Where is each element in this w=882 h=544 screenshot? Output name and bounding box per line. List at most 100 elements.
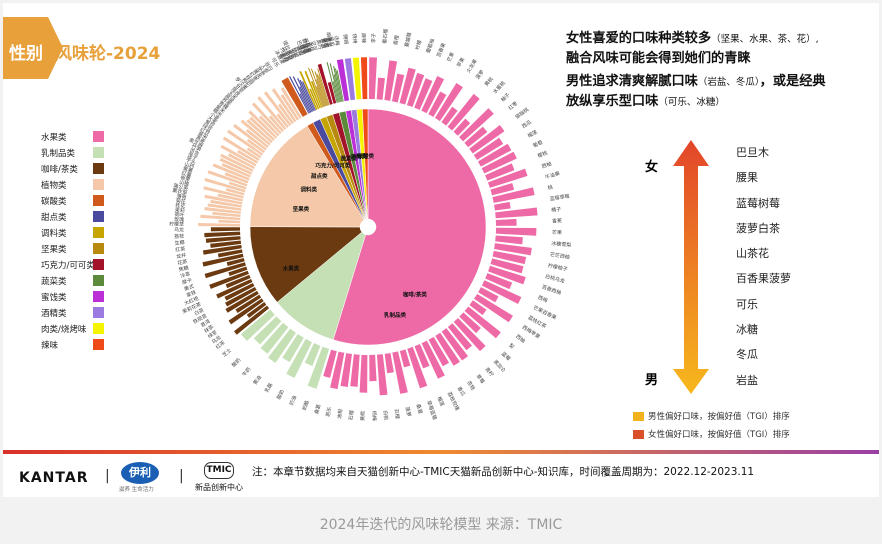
wheel-flavor-bar <box>209 270 249 289</box>
wheel-flavor-bar <box>316 73 328 106</box>
wheel-flavor-bar <box>495 227 537 236</box>
wheel-flavor-bar <box>317 68 330 106</box>
wheel-flavor-bar <box>299 93 311 114</box>
wheel-flavor-label: 梨 <box>507 342 515 351</box>
wheel-flavor-label: 腰果 <box>298 44 307 55</box>
wheel-flavor-label: 当归 <box>263 60 274 72</box>
legend-label: 咖啡/茶类 <box>41 165 78 175</box>
wheel-flavor-label: 蓝莓草莓 <box>549 193 570 203</box>
wheel-flavor-label: 冷萃 <box>180 271 191 280</box>
wheel-flavor-bar <box>282 334 304 363</box>
wheel-flavor-label: 竹笋 <box>190 143 202 154</box>
wheel-flavor-label: 香蕉 <box>552 217 562 224</box>
wheel-flavor-label: 紫薯 <box>182 165 194 175</box>
headline-female-main2: 融合风味可能会得到她们的青睐 <box>566 51 751 66</box>
wheel-flavor-label: 西瓜 <box>521 119 533 129</box>
wheel-flavor-label: 大麦 <box>206 114 218 125</box>
wheel-flavor-label: 玉米 <box>323 37 332 48</box>
headline-male-main3: 放纵享乐型口味 <box>566 94 659 109</box>
wheel-flavor-bar <box>329 63 340 103</box>
wheel-flavor-bar <box>384 60 398 101</box>
wheel-flavor-bar <box>204 262 246 279</box>
wheel-flavor-label: 柠檬柚子 <box>547 262 568 273</box>
wheel-flavor-bar <box>406 72 425 107</box>
wheel-flavor-label: 薰衣草 <box>172 187 188 197</box>
wheel-flavor-label: 百香果 <box>435 42 447 59</box>
wheel-flavor-label: 石榴 <box>393 408 401 419</box>
wheel-flavor-label: 曲奇 <box>284 49 295 61</box>
wheel-flavor-bar <box>495 218 517 226</box>
wheel-flavor-bar <box>414 343 430 369</box>
wheel-flavor-label: 牛油果 <box>544 170 560 181</box>
legend-label: 蔬菜类 <box>41 277 67 287</box>
wheel-flavor-bar <box>245 128 269 148</box>
tmic-logo: TMIC <box>204 462 234 479</box>
wheel-flavor-label: 杏仁 <box>306 41 316 53</box>
wheel-flavor-label: 焦糖 <box>178 264 189 273</box>
wheel-flavor-label: 党参 <box>255 65 266 77</box>
wheel-flavor-label: 红枣 <box>248 71 260 83</box>
wheel-flavor-bar <box>352 57 362 100</box>
wheel-flavor-label: 桑葚 <box>313 403 322 415</box>
wheel-flavor-bar <box>253 316 282 345</box>
wheel-flavor-label: 生椰 <box>174 239 185 247</box>
wheel-flavor-bar <box>428 91 447 117</box>
wheel-flavor-label: 芝士 <box>221 347 233 359</box>
image-caption: 2024年迭代的风味轮模型 来源：TMIC <box>319 517 563 533</box>
wheel-flavor-bar <box>227 129 264 156</box>
wheel-flavor-bar <box>478 287 499 303</box>
legend-swatch <box>93 179 104 190</box>
wheel-flavor-label: 黄油 <box>252 374 264 386</box>
wheel-flavor-label: 草莓蓝莓 <box>425 400 438 421</box>
legend-swatch <box>93 243 104 254</box>
legend-swatch <box>93 307 104 318</box>
wheel-flavor-bar <box>494 243 532 256</box>
wheel-flavor-label: 橘子 <box>551 206 562 214</box>
wheel-category-label: 蔬菜类 <box>340 155 357 163</box>
wheel-flavor-bar <box>249 116 275 141</box>
wheel-flavor-bar <box>368 57 378 100</box>
wheel-flavor-label: 核桃 <box>299 43 309 55</box>
wheel-flavor-label: 黄芪 <box>251 68 263 80</box>
wheel-flavor-bar <box>481 151 517 174</box>
wheel-flavor-bar <box>204 194 243 205</box>
wheel-flavor-bar <box>221 163 251 178</box>
wheel-inner-slice <box>249 226 363 303</box>
wheel-flavor-label: 美式 <box>183 283 195 293</box>
wheel-flavor-bar <box>222 136 260 161</box>
wheel-flavor-bar <box>481 280 522 305</box>
wheel-flavor-bar <box>334 68 343 102</box>
wheel-flavor-label: 草莓 <box>475 373 487 385</box>
wheel-flavor-bar <box>205 236 241 243</box>
flavor-rank-item: 冰糖 <box>736 323 758 337</box>
wheel-flavor-bar <box>421 340 445 379</box>
wheel-flavor-label: 樱桃 <box>537 149 549 159</box>
kantar-logo: KANTAR <box>19 470 89 486</box>
wheel-flavor-label: 榴莲 <box>526 129 538 140</box>
wheel-flavor-label: 松子 <box>305 41 315 53</box>
wheel-flavor-label: 山楂 <box>178 178 189 187</box>
wheel-flavor-bar <box>280 87 302 119</box>
wheel-flavor-bar <box>473 137 504 160</box>
wheel-flavor-bar <box>304 70 321 109</box>
wheel-flavor-bar <box>344 58 356 101</box>
flavor-rank-item: 蓝莓树莓 <box>736 196 780 210</box>
wheel-flavor-label: 蓝莓 <box>500 350 512 362</box>
wheel-flavor-label: 莲子 <box>187 152 199 162</box>
wheel-flavor-bar <box>332 81 339 103</box>
wheel-flavor-label: 柠檬 <box>414 39 423 51</box>
wheel-flavor-label: 可可 <box>309 40 318 51</box>
logo-separator: | <box>105 468 110 484</box>
wheel-flavor-bar <box>314 71 327 106</box>
wheel-flavor-bar <box>210 227 241 232</box>
wheel-flavor-label: 杨梅 <box>370 411 377 421</box>
flavor-ranking-list: 巴旦木 腰果 蓝莓树莓 菠萝白茶 山茶花 百香果菠萝 可乐 冰糖 冬瓜 岩盐 <box>736 144 791 397</box>
wheel-flavor-bar <box>219 157 253 175</box>
yili-slogan: 滋养 生命活力 <box>119 487 154 493</box>
note-male-label: 男性偏好口味，按偏好值（TGI）排序 <box>648 412 790 422</box>
wheel-flavor-bar <box>428 336 450 367</box>
wheel-flavor-label: 摩卡 <box>181 277 193 287</box>
wheel-flavor-label: 白桃 <box>382 410 390 421</box>
legend-swatch <box>93 147 104 158</box>
